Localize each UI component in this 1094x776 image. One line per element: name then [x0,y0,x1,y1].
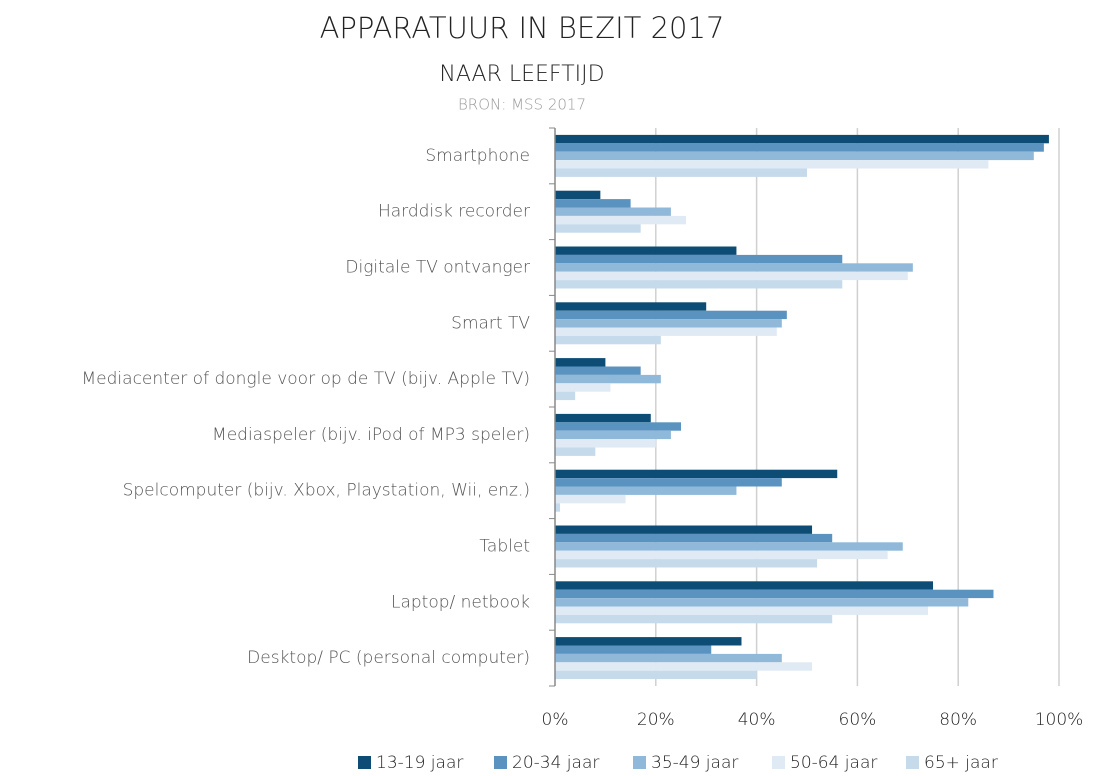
legend-label: 50-64 jaar [790,753,877,773]
bar [555,598,969,607]
bar [555,254,843,264]
bar [555,662,813,671]
y-tick-label: Smart TV [451,313,530,333]
y-tick-label: Laptop/ netbook [391,592,530,612]
bar [555,430,671,440]
bar [555,503,561,512]
y-tick-label: Mediacenter of dongle voor op de TV (bij… [82,369,530,389]
bar [555,469,838,479]
bar [555,614,833,624]
bar [555,319,782,328]
legend-swatch [906,756,919,769]
legend-label: 13-19 jaar [376,753,463,773]
bar [555,190,601,200]
y-tick-label: Harddisk recorder [378,202,530,222]
bar [555,271,908,281]
bar [555,670,757,680]
bar [555,383,611,392]
bar [555,653,782,663]
bar [555,374,661,384]
bar [555,134,1049,144]
bar [555,207,671,216]
x-tick-label: 60% [839,710,877,730]
bar [555,494,626,504]
bar [555,151,1034,161]
legend-label: 35-49 jaar [651,753,738,773]
x-tick-label: 100% [1035,710,1084,730]
bar [555,199,631,208]
bar [555,637,742,646]
bar [555,550,888,560]
bar [555,263,913,272]
bar [555,533,833,543]
bar [555,542,903,551]
bar [555,143,1044,152]
bar [555,327,777,336]
bar [555,280,843,289]
legend-label: 20-34 jaar [512,753,599,773]
bar [555,581,933,590]
legend-swatch [358,756,371,769]
y-tick-label: Digitale TV ontvanger [345,258,530,278]
bar [555,168,807,177]
bar [555,422,681,431]
bar [555,645,712,654]
bar [555,215,687,225]
bar [555,335,661,345]
bar [555,246,737,255]
bar [555,358,606,367]
bar [555,366,641,375]
bar [555,589,994,599]
y-tick-label: Tablet [479,537,530,557]
bar [555,525,813,534]
bar [555,310,787,320]
y-tick-label: Spelcomputer (bijv. Xbox, Playstation, W… [123,481,530,501]
source: BRON: MSS 2017 [458,96,586,114]
legend-swatch [494,756,507,769]
bar [555,302,707,311]
x-tick-label: 20% [637,710,675,730]
y-tick-label: Mediaspeler (bijv. iPod of MP3 speler) [212,425,530,445]
bar [555,439,656,448]
bar [555,391,576,401]
x-tick-label: 40% [738,710,776,730]
bar [555,606,928,615]
legend-label: 65+ jaar [924,753,998,773]
chart-subtitle: NAAR LEEFTIJD [439,62,604,87]
bar [555,447,596,456]
x-tick-label: 80% [939,710,977,730]
bar [555,486,737,495]
x-tick-label: 0% [542,710,569,730]
chart-title: APPARATUUR IN BEZIT 2017 [320,11,725,45]
bar [555,413,651,423]
bar [555,160,989,169]
legend-swatch [772,756,785,769]
y-tick-label: Smartphone [425,146,530,166]
bar [555,559,818,568]
bar [555,224,641,233]
bar [555,478,782,487]
y-tick-label: Desktop/ PC (personal computer) [247,648,530,668]
legend-swatch [633,756,646,769]
